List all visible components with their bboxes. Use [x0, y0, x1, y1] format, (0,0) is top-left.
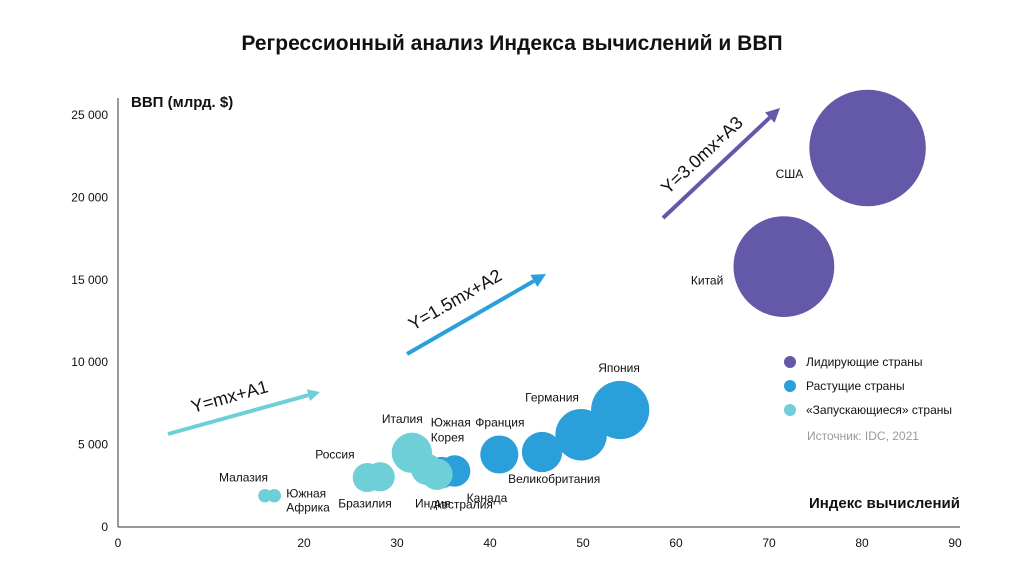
- y-tick-label: 5 000: [78, 438, 108, 452]
- legend-label: «Запускающиеся» страны: [806, 403, 952, 417]
- bubble-сша: [809, 89, 926, 207]
- y-tick-label: 20 000: [71, 190, 108, 204]
- trend-arrow-head: [306, 389, 320, 401]
- x-tick-label: 90: [948, 536, 962, 550]
- bubble-индия: [421, 458, 453, 490]
- bubble-label: Италия: [382, 412, 423, 426]
- bubble-label: Индия: [415, 496, 450, 510]
- bubble-label: Китай: [691, 274, 723, 288]
- trend-arrow-head: [530, 274, 546, 288]
- bubble-labels: США Китай Япония Германия Великобритания Фран…: [219, 167, 803, 515]
- trend-arrows: Y=mx+A1Y=1.5mx+A2Y=3.0mx+A3: [167, 108, 780, 436]
- chart-title: Регрессионный анализ Индекса вычислений …: [241, 32, 782, 55]
- bubble-label: Германия: [525, 391, 579, 405]
- bubble-великобритания: [521, 431, 563, 473]
- trend-arrow-line: [167, 393, 309, 436]
- bubble-label: Япония: [598, 361, 640, 375]
- y-tick-labels: 0 5 000 10 000 15 000 20 000 25 000: [71, 108, 108, 534]
- bubble-label: Южная Африка: [286, 487, 330, 515]
- trend-arrow-head: [765, 108, 780, 123]
- bubble-япония: [591, 380, 650, 440]
- x-tick-label: 60: [669, 536, 683, 550]
- bubble-label: Малазия: [219, 471, 268, 485]
- legend-marker: [784, 380, 796, 392]
- legend: Лидирующие страны Растущие страны «Запуска…: [784, 355, 952, 417]
- bubble-германия: [555, 408, 607, 461]
- y-tick-label: 10 000: [71, 355, 108, 369]
- bubble-южная-африка: [267, 488, 281, 503]
- bubble-россия: [352, 463, 382, 493]
- x-tick-label: 0: [115, 536, 122, 550]
- trend-arrow-line: [661, 116, 772, 220]
- bubble-франция: [480, 435, 519, 474]
- x-tick-label: 40: [483, 536, 497, 550]
- bubble-label: Канада: [467, 491, 508, 505]
- legend-marker: [784, 356, 796, 368]
- x-tick-label: 70: [762, 536, 776, 550]
- legend-marker: [784, 404, 796, 416]
- source-note: Источник: IDC, 2021: [807, 429, 919, 443]
- bubble-label: Россия: [315, 448, 354, 462]
- trend-equation-label: Y=3.0mx+A3: [657, 112, 747, 198]
- bubble-label: Австралия: [434, 498, 493, 512]
- bubble-label: Южная Корея: [431, 415, 471, 444]
- y-axis-title: ВВП (млрд. $): [131, 94, 233, 111]
- x-tick-label: 80: [855, 536, 869, 550]
- bubble-label: Франция: [475, 415, 524, 429]
- x-tick-label: 20: [297, 536, 311, 550]
- bubble-label: Бразилия: [338, 497, 392, 511]
- legend-label: Растущие страны: [806, 379, 905, 393]
- bubble-label: Великобритания: [508, 472, 600, 486]
- y-tick-label: 0: [101, 520, 108, 534]
- y-tick-label: 25 000: [71, 108, 108, 122]
- x-tick-label: 30: [390, 536, 404, 550]
- legend-label: Лидирующие страны: [806, 355, 923, 369]
- x-tick-labels: 0 20 30 40 50 60 70 80 90: [115, 536, 962, 550]
- trend-arrow-line: [406, 279, 535, 356]
- y-tick-label: 15 000: [71, 273, 108, 287]
- bubble-китай: [733, 216, 835, 318]
- bubbles: [258, 89, 926, 503]
- bubble-label: США: [776, 167, 804, 181]
- x-tick-label: 50: [576, 536, 590, 550]
- bubble-малазия: [258, 488, 272, 503]
- x-axis-title: Индекс вычислений: [809, 495, 960, 512]
